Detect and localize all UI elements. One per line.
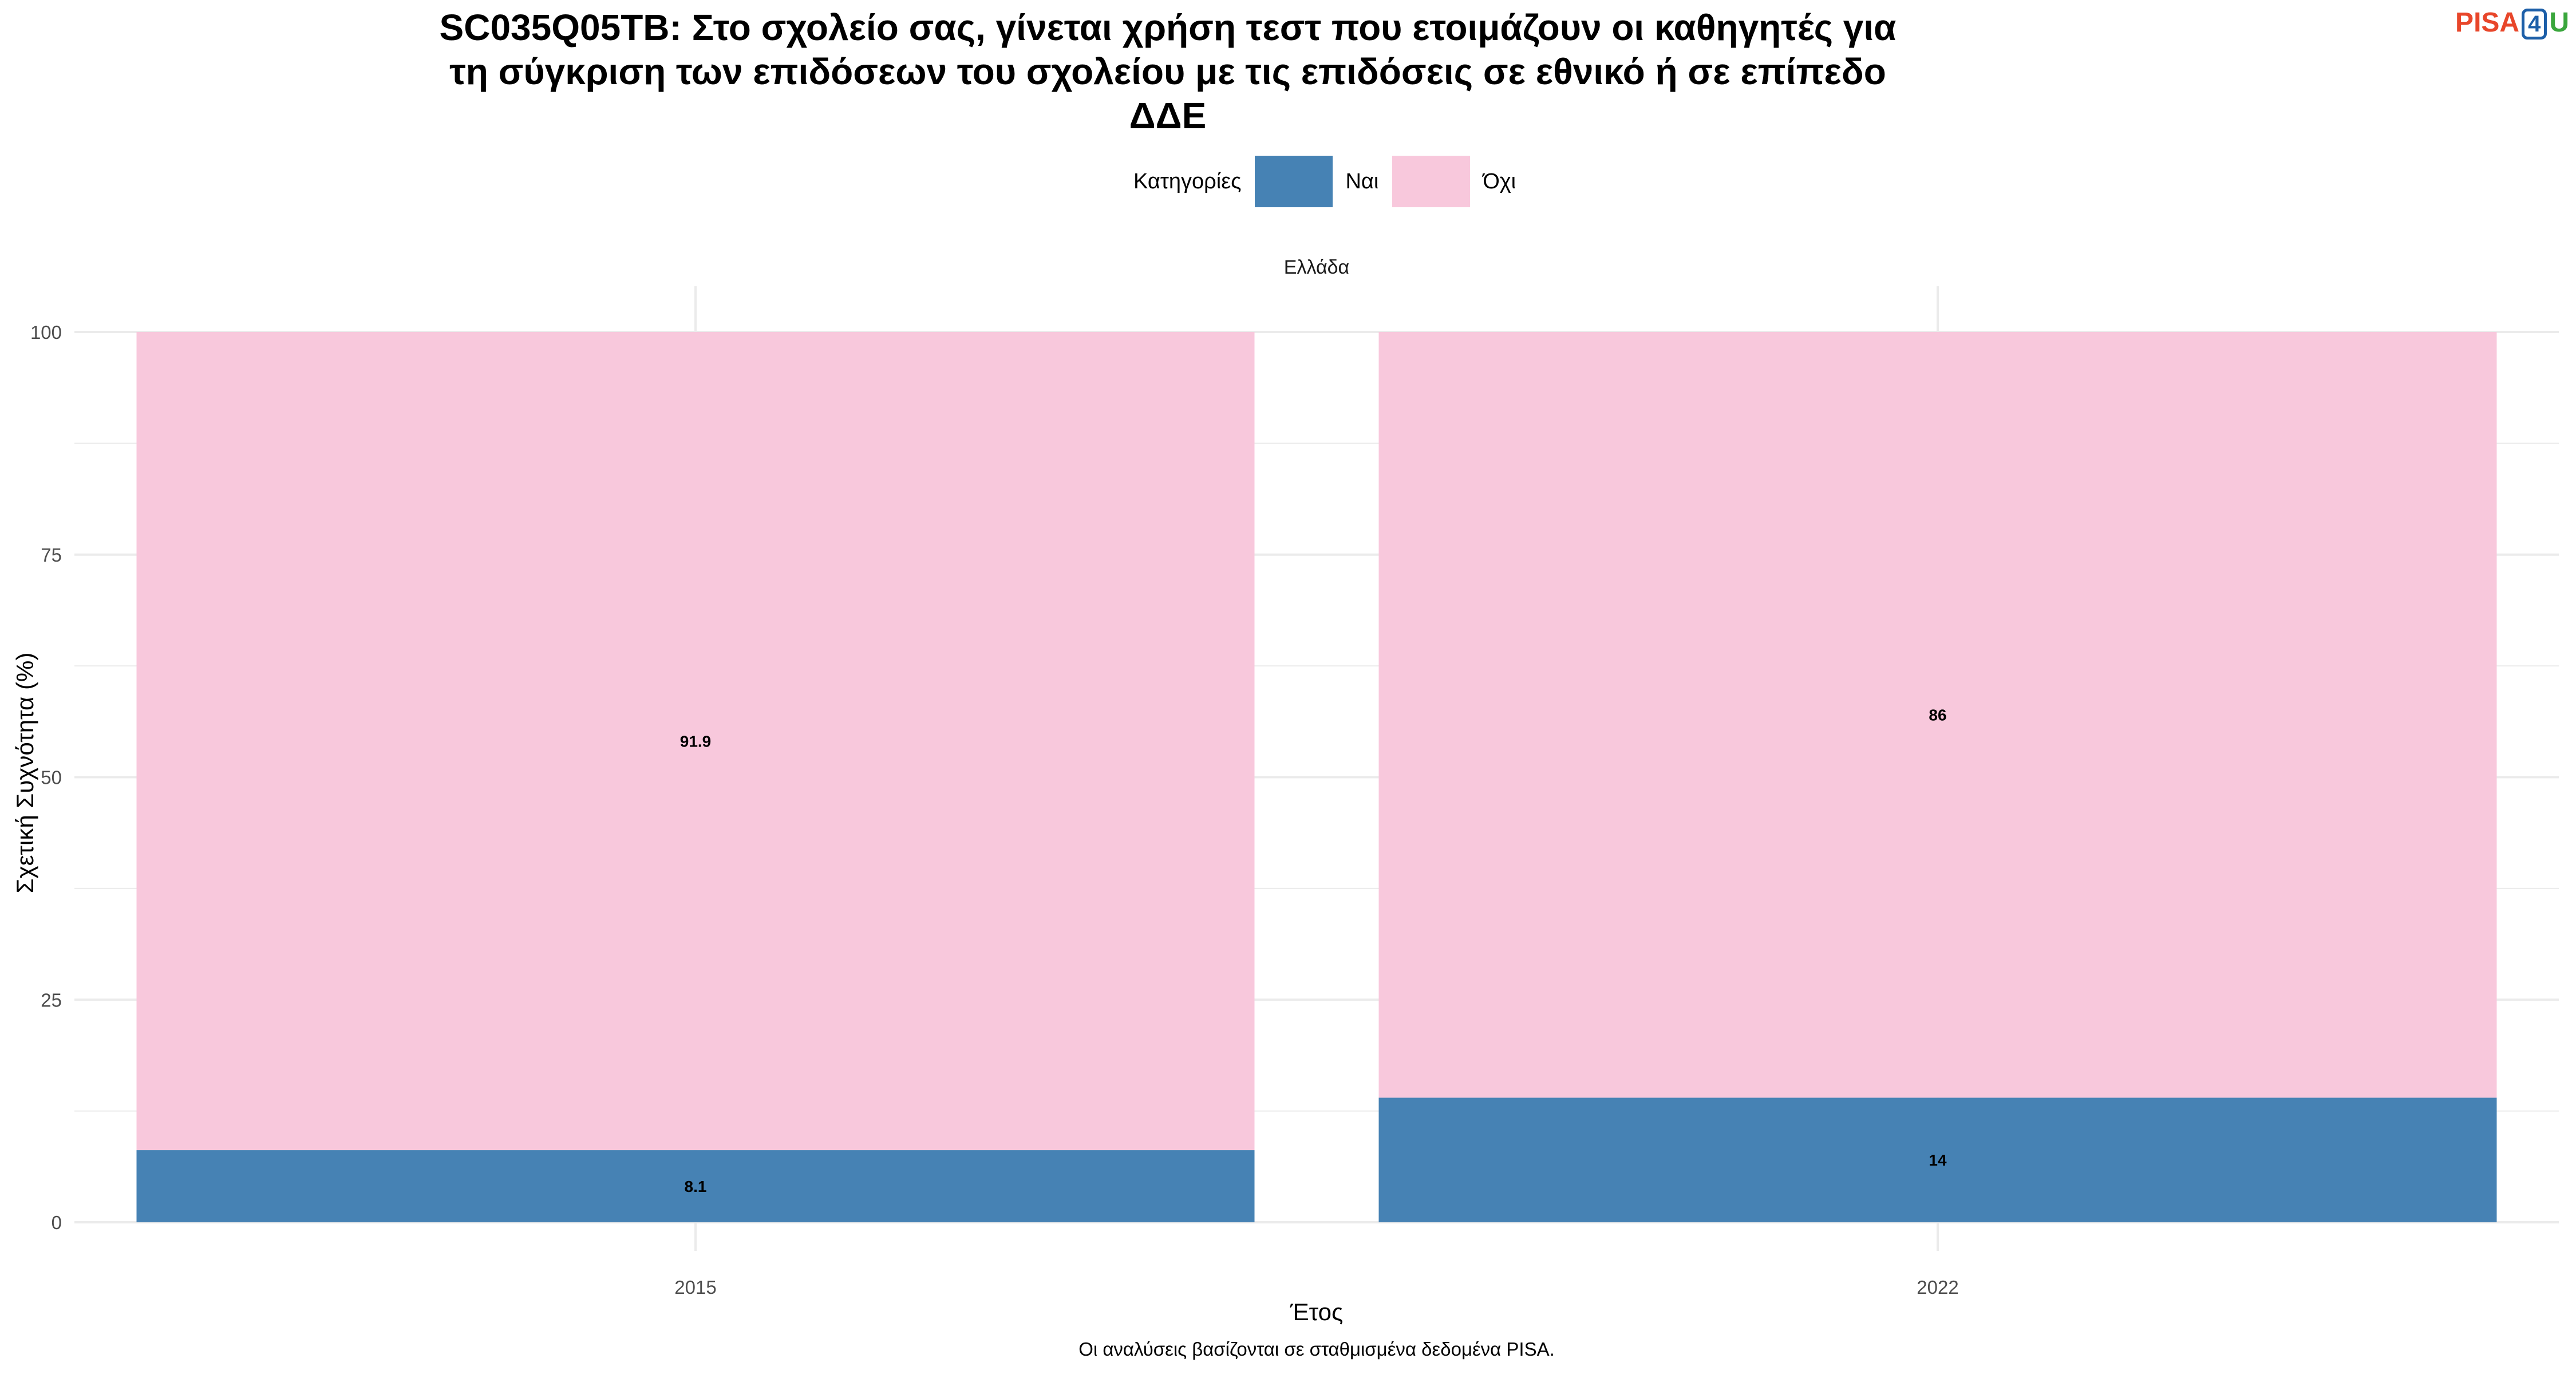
legend-key-nai bbox=[1255, 156, 1333, 207]
y-tick-label: 50 bbox=[41, 767, 62, 788]
legend-title: Κατηγορίες bbox=[1133, 169, 1242, 194]
legend: Κατηγορίες Ναι Όχι bbox=[1133, 156, 1530, 207]
y-tick-label: 75 bbox=[41, 544, 62, 566]
data-label: 86 bbox=[1929, 706, 1946, 724]
x-axis-title: Έτος bbox=[1290, 1298, 1344, 1325]
chart-title: SC035Q05TB: Στο σχολείο σας, γίνεται χρή… bbox=[439, 7, 1897, 136]
caption: Οι αναλύσεις βασίζονται σε σταθμισμένα δ… bbox=[1078, 1339, 1555, 1360]
logo-part-4: 4 bbox=[2522, 9, 2547, 40]
x-tick-label: 2022 bbox=[1917, 1277, 1958, 1298]
data-label: 91.9 bbox=[680, 733, 712, 751]
bar-2022-nai bbox=[1378, 1097, 2497, 1222]
y-axis-title: Σχετική Συχνότητα (%) bbox=[11, 652, 38, 894]
y-tick-label: 100 bbox=[30, 322, 62, 343]
logo-part-pisa: PISA bbox=[2455, 7, 2520, 38]
legend-label-oxi: Όχι bbox=[1483, 169, 1516, 194]
bar-2015-oxi bbox=[136, 332, 1255, 1151]
facet-strip-label: Ελλάδα bbox=[1283, 256, 1350, 278]
x-tick-label: 2015 bbox=[674, 1277, 716, 1298]
legend-key-oxi bbox=[1392, 156, 1471, 207]
bar-2022-oxi bbox=[1378, 332, 2497, 1098]
bar-2015-nai bbox=[136, 1150, 1255, 1222]
pisa4u-logo: PISA 4 U bbox=[2455, 7, 2569, 40]
data-label: 8.1 bbox=[685, 1178, 707, 1195]
data-label: 14 bbox=[1929, 1151, 1947, 1169]
y-tick-label: 25 bbox=[41, 989, 62, 1010]
y-tick-label: 0 bbox=[52, 1212, 62, 1233]
legend-label-nai: Ναι bbox=[1345, 169, 1379, 194]
logo-part-u: U bbox=[2549, 7, 2569, 38]
